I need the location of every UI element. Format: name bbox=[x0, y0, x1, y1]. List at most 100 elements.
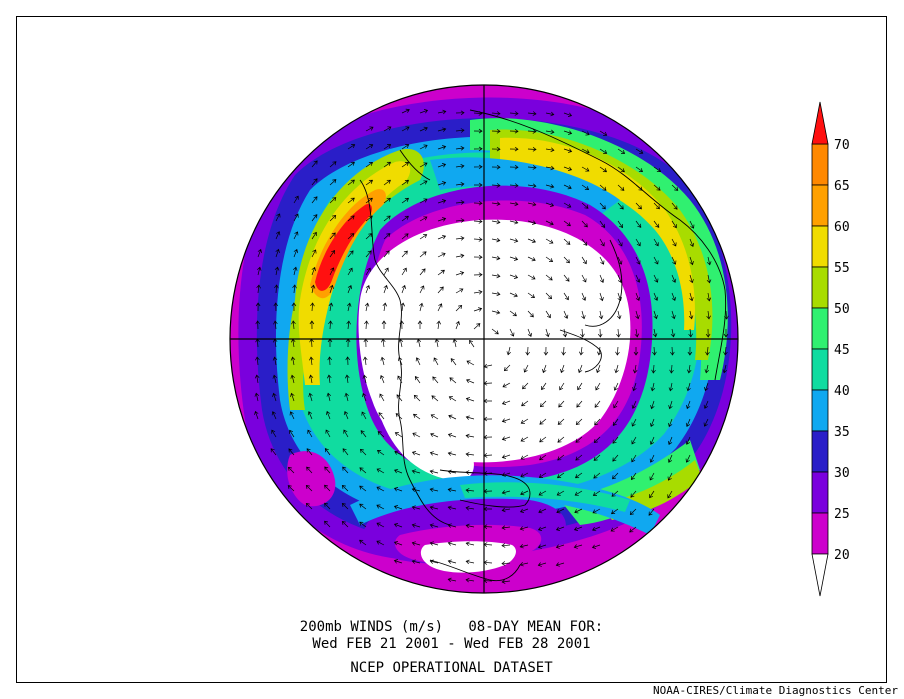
wind-vector bbox=[413, 394, 421, 402]
wind-vector bbox=[311, 178, 318, 186]
wind-vector bbox=[592, 490, 601, 496]
wind-vector bbox=[563, 112, 573, 117]
wind-vector bbox=[563, 220, 571, 227]
wind-vector bbox=[649, 454, 655, 463]
colorbar-box bbox=[811, 266, 829, 309]
wind-vector bbox=[429, 487, 439, 493]
wind-vector bbox=[411, 559, 421, 564]
wind-vector bbox=[306, 448, 313, 456]
wind-vector bbox=[543, 346, 549, 356]
wind-vector bbox=[329, 197, 337, 204]
wind-vector bbox=[506, 346, 511, 356]
wind-vector bbox=[437, 234, 447, 240]
wind-vector bbox=[545, 111, 555, 117]
wind-vector bbox=[629, 526, 637, 533]
wind-vector bbox=[671, 292, 677, 301]
wind-vector bbox=[419, 216, 428, 222]
wind-vector bbox=[465, 470, 475, 475]
wind-vector bbox=[437, 269, 445, 276]
wind-vector bbox=[591, 544, 601, 549]
wind-vector bbox=[617, 274, 623, 283]
wind-vector bbox=[703, 400, 709, 409]
wind-vector bbox=[635, 238, 641, 247]
dataset-label: NCEP OPERATIONAL DATASET bbox=[350, 660, 553, 676]
wind-vector bbox=[581, 220, 588, 228]
wind-vector bbox=[599, 202, 606, 210]
wind-vector bbox=[309, 356, 314, 366]
wind-vector bbox=[412, 432, 421, 438]
colorbar-label: 40 bbox=[834, 384, 850, 399]
wind-vector bbox=[501, 454, 511, 459]
wind-vector bbox=[329, 161, 337, 168]
wind-vector bbox=[326, 392, 332, 402]
wind-vector bbox=[599, 256, 605, 265]
wind-vector bbox=[347, 285, 353, 294]
wind-vector bbox=[593, 454, 601, 461]
wind-vector bbox=[329, 249, 335, 258]
wind-vector bbox=[527, 201, 537, 207]
wind-vector bbox=[491, 183, 501, 188]
wind-vector bbox=[597, 328, 603, 338]
wind-vector bbox=[491, 146, 501, 152]
wind-vector bbox=[395, 413, 403, 420]
wind-vector bbox=[342, 448, 349, 456]
wind-vector bbox=[473, 164, 483, 170]
wind-vector bbox=[411, 451, 421, 456]
wind-vectors bbox=[254, 108, 729, 584]
wind-vector bbox=[401, 284, 406, 294]
wind-vector bbox=[686, 364, 692, 374]
wind-vector bbox=[365, 144, 374, 150]
wind-vector bbox=[293, 195, 299, 204]
wind-vector bbox=[561, 346, 566, 356]
wind-vector bbox=[581, 184, 590, 190]
wind-vector bbox=[581, 130, 590, 136]
colorbar-label: 20 bbox=[834, 548, 850, 563]
wind-vector bbox=[401, 233, 409, 240]
wind-vector bbox=[522, 382, 529, 390]
wind-vector bbox=[311, 249, 317, 258]
wind-vector bbox=[539, 400, 547, 408]
wind-vector bbox=[599, 148, 608, 154]
credit-label: NOAA-CIRES/Climate Diagnostics Center bbox=[652, 684, 898, 697]
wind-vector bbox=[704, 364, 710, 374]
wind-vector bbox=[473, 272, 483, 277]
wind-vector bbox=[577, 382, 583, 391]
wind-vector bbox=[537, 526, 547, 531]
wind-vector bbox=[376, 450, 385, 456]
wind-vector bbox=[429, 451, 439, 456]
wind-vector bbox=[635, 202, 642, 210]
wind-vector bbox=[563, 310, 569, 319]
wind-vector bbox=[365, 126, 374, 132]
wind-vector bbox=[671, 310, 676, 320]
wind-vector bbox=[343, 411, 349, 420]
wind-vector bbox=[562, 328, 568, 338]
wind-vector bbox=[326, 374, 332, 384]
wind-vector bbox=[545, 274, 553, 281]
wind-vector bbox=[365, 250, 372, 258]
wind-vector bbox=[436, 320, 442, 330]
wind-vector bbox=[555, 526, 565, 531]
wind-vector bbox=[419, 198, 428, 204]
wind-vector bbox=[473, 128, 483, 134]
wind-vector bbox=[649, 490, 655, 499]
wind-vector bbox=[359, 503, 367, 510]
wind-vector bbox=[469, 339, 475, 348]
wind-vector bbox=[271, 429, 277, 438]
plot-frame bbox=[16, 16, 887, 683]
wind-vector bbox=[545, 292, 553, 300]
wind-vector bbox=[293, 248, 299, 258]
wind-vector bbox=[519, 508, 529, 513]
wind-vector bbox=[670, 346, 675, 356]
wind-vector bbox=[651, 364, 656, 374]
wind-vector bbox=[502, 382, 511, 388]
wind-vector bbox=[538, 490, 547, 496]
wind-vector bbox=[501, 400, 511, 405]
coastline-eurasia bbox=[469, 109, 727, 381]
wind-vector bbox=[611, 490, 619, 497]
wind-vector bbox=[275, 213, 281, 222]
wind-vector bbox=[255, 320, 260, 330]
map-title-line2: Wed FEB 21 2001 - Wed FEB 28 2001 bbox=[312, 636, 591, 652]
wind-vector bbox=[429, 559, 439, 564]
wind-vector bbox=[401, 144, 410, 150]
wind-vector bbox=[557, 454, 565, 461]
